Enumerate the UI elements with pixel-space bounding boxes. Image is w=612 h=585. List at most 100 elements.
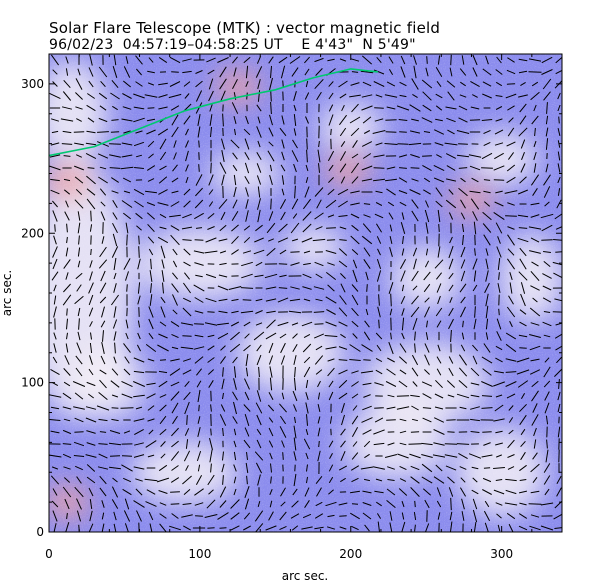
field-vector [557,176,561,184]
field-vector [339,127,347,137]
field-vector [545,163,549,173]
field-vector [100,201,106,207]
field-vector [264,273,278,279]
field-vector [472,94,478,98]
field-vector [270,101,272,115]
field-vector [437,344,441,352]
field-vector [63,368,71,376]
field-vector [54,224,56,232]
field-vector [111,246,119,258]
field-vector [256,344,262,352]
field-vector [437,246,441,258]
field-vector [378,294,380,306]
field-vector [318,140,320,148]
field-vector [63,79,71,89]
field-vector [340,283,346,293]
field-vector [220,404,226,412]
field-vector [207,69,215,75]
field-vector [293,437,297,451]
field-vector [517,380,529,388]
field-vector [160,441,166,447]
field-vector [137,282,141,294]
field-vector [456,154,470,158]
field-vector [53,284,57,292]
field-vector [123,66,131,78]
field-vector [426,320,428,328]
field-vector [375,478,383,482]
field-vector [401,512,405,520]
field-vector [555,251,562,253]
field-vector [73,406,85,410]
field-vector [483,201,491,207]
field-vector [361,55,373,65]
field-vector [49,154,61,158]
field-vector [184,272,190,280]
field-vector [317,149,321,163]
field-vector [399,343,407,353]
limb-line [49,68,378,157]
field-vector [339,58,347,62]
field-vector [485,332,489,340]
field-vector [397,143,409,145]
field-vector [195,274,203,278]
field-vector [425,200,429,208]
field-vector [400,270,406,282]
field-vector [195,70,203,74]
field-vector [170,477,180,483]
field-vector [61,106,73,110]
field-vector [50,54,60,66]
field-vector [302,211,312,221]
field-vector [222,475,224,485]
field-vector [144,478,158,482]
field-vector [509,282,513,294]
field-vector [86,476,96,484]
field-vector [414,524,416,532]
field-vector [219,356,227,364]
field-vector [160,245,166,259]
field-vector [493,381,505,387]
field-vector [543,186,551,198]
field-vector [520,428,526,436]
field-vector [424,209,430,223]
field-vector [410,306,420,318]
field-vector [495,442,503,446]
field-vector [519,258,527,270]
field-vector [278,287,288,289]
field-vector [350,82,360,86]
field-vector [133,188,145,196]
field-vector [257,90,261,102]
field-vector [182,307,192,317]
field-vector [74,176,84,184]
field-vector [497,283,501,293]
field-vector [339,163,347,173]
field-vector [269,500,273,508]
field-vector [449,521,453,532]
field-vector [182,358,192,362]
field-vector [52,510,58,522]
field-vector [183,81,191,87]
field-vector [98,92,108,100]
field-vector [351,525,359,531]
field-vector [169,525,181,531]
field-vector [63,155,71,157]
field-vector [445,178,457,182]
field-vector [51,500,59,508]
field-vector [530,285,540,291]
field-vector [400,295,406,305]
field-vector [495,430,503,434]
field-vector [459,94,467,98]
field-vector [113,283,117,293]
field-vector [306,464,308,472]
field-vector [241,261,253,267]
field-vector [291,238,299,242]
field-vector [388,212,394,220]
field-vector [85,406,97,410]
field-vector [505,381,517,387]
field-vector [49,92,61,100]
field-vector [365,271,369,281]
field-vector [461,332,465,340]
field-vector [144,94,158,98]
field-vector [233,186,237,198]
field-vector [400,222,406,234]
field-vector [468,453,482,459]
